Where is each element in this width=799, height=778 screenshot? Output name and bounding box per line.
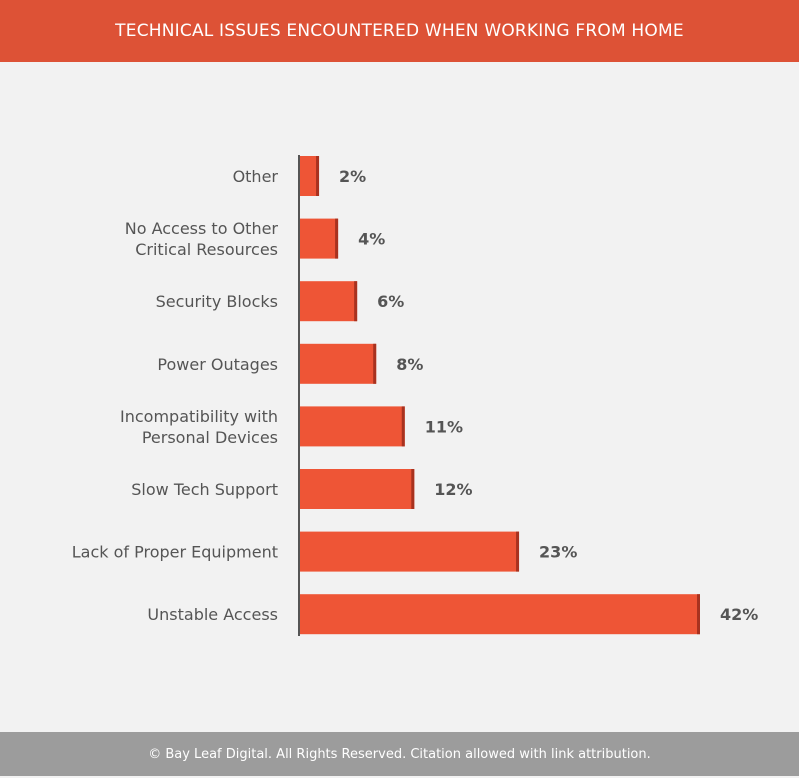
- bar-shadow: [411, 469, 415, 509]
- bar: [300, 281, 358, 322]
- bar: [300, 469, 415, 509]
- category-label: Lack of Proper Equipment: [72, 543, 278, 562]
- bar-shadow: [335, 218, 339, 259]
- chart-title: TECHNICAL ISSUES ENCOUNTERED WHEN WORKIN…: [0, 0, 799, 62]
- category-label: Incompatibility with: [120, 407, 278, 426]
- value-label: 6%: [377, 292, 404, 311]
- bar-shadow: [354, 281, 358, 322]
- bar-shadow: [373, 343, 377, 384]
- bar-shadow: [697, 594, 700, 635]
- value-label: 2%: [339, 167, 366, 186]
- category-label: Critical Resources: [135, 240, 278, 259]
- bar: [300, 156, 320, 196]
- category-label: No Access to Other: [125, 219, 279, 238]
- bar-shadow: [516, 531, 520, 572]
- footer-copyright: © Bay Leaf Digital. All Rights Reserved.…: [0, 732, 799, 776]
- category-label: Unstable Access: [147, 605, 278, 624]
- category-label: Personal Devices: [142, 428, 278, 447]
- category-label: Power Outages: [157, 355, 278, 374]
- category-label: Security Blocks: [156, 292, 278, 311]
- bar: [300, 218, 339, 259]
- category-label: Other: [233, 167, 279, 186]
- bar-shadow: [316, 156, 320, 196]
- bar: [300, 343, 377, 384]
- bar: [300, 594, 700, 635]
- bar: [300, 406, 405, 447]
- value-label: 12%: [434, 480, 472, 499]
- value-label: 8%: [396, 355, 423, 374]
- value-label: 42%: [720, 605, 758, 624]
- category-label: Slow Tech Support: [131, 480, 278, 499]
- value-label: 11%: [425, 417, 463, 436]
- value-label: 23%: [539, 543, 577, 562]
- bar-shadow: [401, 406, 405, 447]
- bar: [300, 531, 520, 572]
- value-label: 4%: [358, 230, 385, 249]
